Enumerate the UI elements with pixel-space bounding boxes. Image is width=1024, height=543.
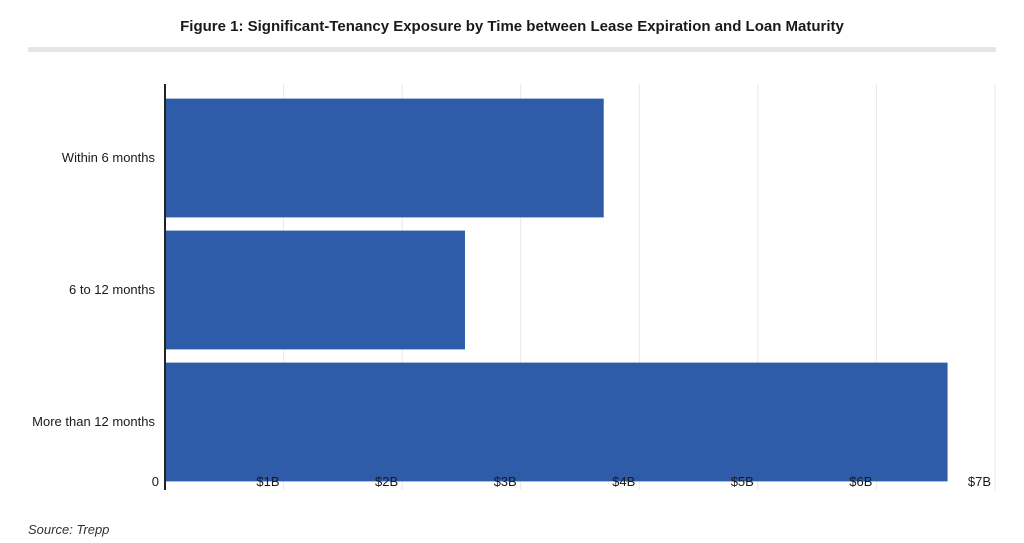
x-tick-label: $3B bbox=[494, 474, 517, 489]
bar bbox=[165, 230, 465, 350]
bar bbox=[165, 362, 948, 482]
x-tick-label: $5B bbox=[731, 474, 754, 489]
chart-title: Figure 1: Significant-Tenancy Exposure b… bbox=[180, 18, 844, 35]
x-tick-label: $1B bbox=[256, 474, 279, 489]
x-tick-label: $4B bbox=[612, 474, 635, 489]
bar bbox=[165, 98, 604, 218]
title-divider bbox=[28, 47, 996, 52]
x-tick-label: $7B bbox=[968, 474, 991, 489]
category-label: Within 6 months bbox=[62, 150, 156, 165]
category-label: More than 12 months bbox=[32, 414, 155, 429]
source-note: Source: Trepp bbox=[28, 522, 110, 537]
x-tick-label: 0 bbox=[152, 474, 159, 489]
x-tick-label: $2B bbox=[375, 474, 398, 489]
x-tick-label: $6B bbox=[849, 474, 872, 489]
category-label: 6 to 12 months bbox=[69, 282, 155, 297]
